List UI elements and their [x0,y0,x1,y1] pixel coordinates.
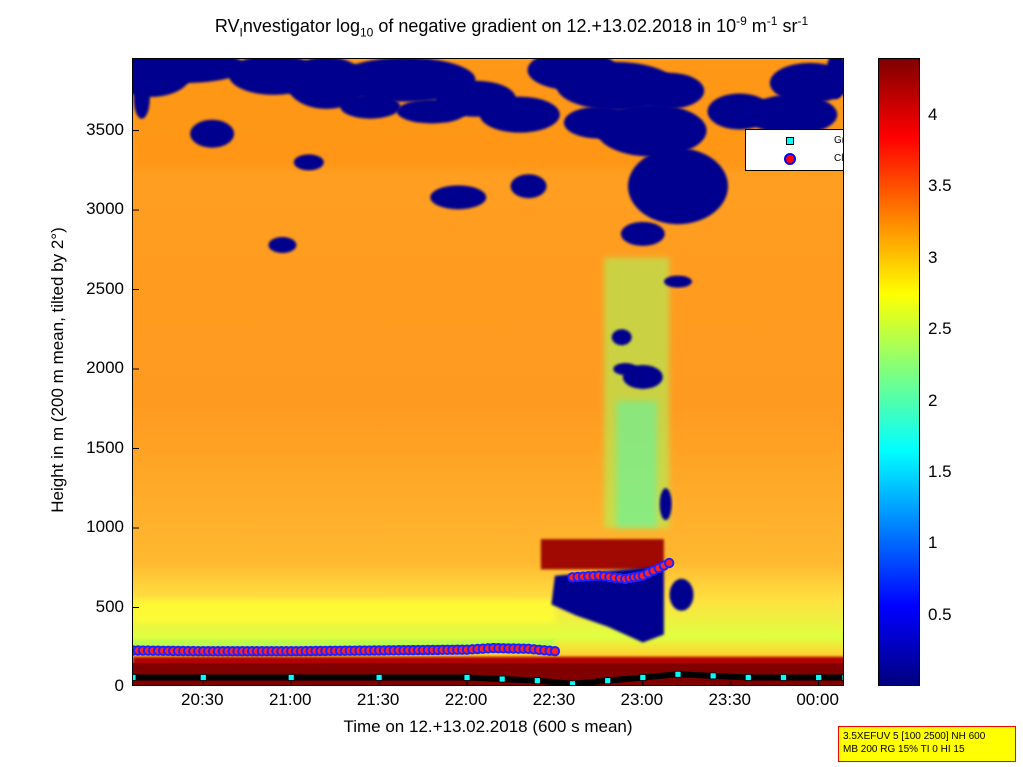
colorbar-tick-label: 2.5 [928,319,952,339]
y-tick-label: 500 [95,596,124,616]
colorbar-tick-label: 0.5 [928,604,952,624]
clear-air-patch [611,329,632,346]
x-tick-label: 22:00 [444,690,488,709]
clear-air-patch [596,104,707,157]
cloud-point [549,646,561,657]
colorbar [878,58,920,686]
gradient-minimum-point [463,674,471,681]
clear-air-patch [634,72,705,109]
field-cloud-blue [551,566,664,643]
gradient-minimum-point [639,674,647,681]
field-green-band [133,639,555,649]
gradient-minimum-point [569,680,576,685]
clear-air-patch [663,275,692,288]
colorbar-tick-label: 2 [928,390,938,410]
heatmap-plot-area: Gradient local minimum Cloud [132,58,844,686]
x-tick-label: 21:00 [268,690,312,709]
gradient-minimum-point [133,674,137,681]
colorbar-tick-label: 3.5 [928,176,952,196]
colorbar-tick-label: 4 [928,105,938,125]
gradient-minimum-point [498,675,506,683]
gradient-minimum-point [709,672,717,680]
clear-air-patch [340,94,401,119]
legend: Gradient local minimum Cloud [745,129,843,171]
clear-air-patch [627,148,728,225]
clear-air-patch [133,59,246,83]
gradient-minimum-line [133,671,843,685]
gradient-minimum-point [780,674,787,681]
y-tick-label: 3500 [86,119,124,139]
gradient-minimum-point [841,674,843,681]
clear-air-patch [826,59,843,99]
y-tick-label: 2500 [86,278,124,298]
colorbar-tick-label: 1.5 [928,461,952,481]
cloud-point [663,557,675,569]
x-tick-label: 22:30 [532,690,576,709]
gradient-minimum-point [199,674,207,681]
chart-title: RVInvestigator log10 of negative gradien… [214,14,809,40]
clear-air-patch [293,154,324,171]
field-column-cyan [616,400,657,529]
clear-air-patch [659,488,672,521]
field-low-yellow-band [133,599,555,624]
gradient-minimum-point [533,677,541,685]
colorbar-tick-label: 1 [928,533,938,553]
clear-air-patch [430,185,487,210]
gradient-minimum-point [604,677,612,685]
legend-entry-cloud: Cloud [746,151,843,167]
y-tick-label: 2000 [86,358,124,378]
gradient-minimum-point [375,674,383,681]
gradient-minimum-point [674,670,682,678]
x-tick-label: 21:30 [356,690,400,709]
clear-air-patch [479,96,560,133]
clear-air-patch [769,62,843,103]
heatmap-field [133,59,843,685]
clear-air-patch [133,78,150,119]
field-red-band [540,539,664,570]
x-tick-label: 23:30 [708,690,751,709]
clear-air-patch [268,237,297,254]
clear-air-patch [613,363,638,376]
y-tick-label: 3000 [86,199,124,219]
clear-air-patch [669,578,694,611]
y-tick-label: 0 [114,676,124,695]
x-axis-label: Time on 12.+13.02.2018 (600 s mean) [343,717,633,736]
heatmap-svg [133,59,843,685]
gradient-minimum-point [815,674,823,681]
legend-entry-gradient-minimum: Gradient local minimum [746,133,843,149]
gradient-minimum-point [744,674,752,681]
x-tick-label: 00:00 [796,690,839,709]
legend-square-marker [786,137,794,145]
x-tick-label: 20:30 [181,690,224,709]
y-tick-label: 1500 [86,437,124,457]
legend-circle-marker [784,153,796,165]
y-tick-label: 1000 [86,517,124,536]
colorbar-tick-label: 3 [928,247,938,267]
clear-air-patch [620,221,665,246]
gradient-minimum-point [287,674,295,681]
series-layer [133,130,843,685]
settings-info-box: 3.5XEFUV 5 [100 2500] NH 600 MB 200 RG 1… [838,726,1016,762]
clear-air-patch [510,174,547,199]
clear-air-patch [190,119,235,148]
x-tick-label: 23:00 [620,690,664,709]
clear-air-patch [747,94,838,135]
